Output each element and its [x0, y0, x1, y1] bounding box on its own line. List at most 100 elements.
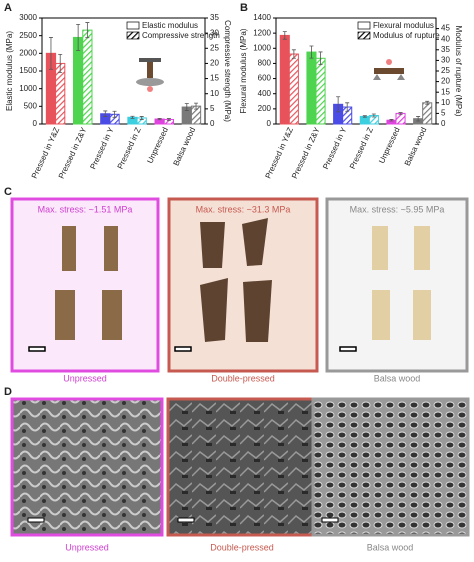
panel-label: A: [4, 2, 12, 14]
bar: [306, 51, 317, 125]
bar: [288, 53, 299, 125]
x-tick-label: Balsa wood: [172, 126, 198, 167]
photo-caption: Unpressed: [63, 373, 107, 383]
y-tick-label: 2500: [19, 31, 37, 40]
y2-tick-label: 15: [441, 87, 450, 96]
y-tick-label: 1000: [19, 84, 37, 93]
error-bar: [309, 45, 314, 59]
error-bar: [48, 37, 53, 70]
error-bar: [371, 113, 376, 118]
panel-label: B: [240, 2, 248, 14]
y-axis-title: Flexural modulus (MPa): [239, 28, 248, 113]
error-bar: [398, 112, 403, 115]
sem-images: [10, 397, 470, 537]
error-bar: [345, 102, 350, 112]
bending-icon: [373, 59, 405, 80]
y-axis-title: Elastic modulus (MPa): [5, 31, 14, 111]
stress-label: Max. stress: ~31.3 MPa: [196, 204, 291, 214]
error-bar: [336, 96, 341, 113]
x-tick-label: Pressed in Z&Y: [57, 125, 89, 180]
y2-tick-label: 30: [441, 56, 450, 65]
legend-label: Compressive strength: [142, 31, 220, 40]
x-tick-label: Pressed in Z&Y: [290, 125, 322, 180]
y2-axis-title: Compressive strength (MPa): [223, 20, 232, 122]
x-tick-label: Pressed in Y&Z: [30, 126, 62, 180]
error-bar: [58, 53, 63, 73]
photo-panels: [10, 197, 469, 373]
y-tick-label: 400: [258, 89, 272, 98]
photo-caption: Double-pressed: [211, 373, 275, 383]
y-tick-label: 200: [258, 104, 272, 113]
y2-tick-label: 35: [441, 45, 450, 54]
sem-caption: Unpressed: [65, 542, 109, 552]
legend-label: Modulus of rupture: [373, 31, 440, 40]
y-tick-label: 1500: [19, 66, 37, 75]
panel-label: D: [4, 386, 12, 398]
compression-icon: [136, 58, 164, 92]
plot-frame: [41, 17, 206, 125]
stress-label: Max. stress: ~1.51 MPa: [38, 204, 133, 214]
legend-swatch: [126, 21, 140, 30]
y2-tick-label: 40: [441, 34, 450, 43]
x-tick-label: Pressed in Z: [348, 126, 375, 171]
x-tick-label: Pressed in Y: [88, 125, 116, 170]
legend-swatch: [126, 31, 140, 40]
y2-tick-label: 10: [441, 98, 450, 107]
y2-tick-label: 10: [210, 89, 219, 98]
error-bar: [157, 117, 162, 121]
y2-tick-label: 20: [441, 77, 450, 86]
legend-label: Elastic modulus: [142, 21, 198, 30]
error-bar: [425, 100, 430, 105]
error-bar: [282, 31, 287, 40]
stress-label: Max. stress: ~5.95 MPa: [350, 204, 445, 214]
x-tick-label: Unpressed: [145, 126, 170, 165]
error-bar: [291, 49, 296, 59]
y2-tick-label: 0: [441, 119, 446, 128]
legend-swatch: [357, 21, 371, 30]
y2-tick-label: 25: [210, 43, 219, 52]
error-bar: [76, 23, 81, 51]
x-tick-label: Unpressed: [377, 126, 402, 165]
sem-caption: Balsa wood: [367, 542, 414, 552]
error-bar: [139, 116, 144, 120]
error-bar: [416, 116, 421, 122]
y2-tick-label: 25: [441, 66, 450, 75]
error-bar: [85, 22, 90, 39]
error-bar: [103, 110, 108, 117]
legend-label: Flexural modulus: [373, 21, 434, 30]
y2-tick-label: 45: [441, 24, 450, 33]
panel-label: C: [4, 186, 12, 198]
y-tick-label: 1000: [253, 43, 271, 52]
bar: [279, 34, 290, 125]
sem-caption: Double-pressed: [210, 542, 274, 552]
y-tick-label: 800: [258, 59, 272, 68]
x-tick-label: Balsa wood: [403, 126, 429, 167]
error-bar: [194, 102, 199, 110]
y2-axis-title: Modulus of rupture (MPa): [454, 26, 463, 117]
error-bar: [362, 115, 367, 118]
bar: [315, 57, 326, 125]
x-tick-label: Pressed in Y: [321, 125, 349, 170]
y2-tick-label: 20: [210, 59, 219, 68]
y-tick-label: 3000: [19, 13, 37, 22]
x-tick-label: Pressed in Z: [116, 126, 143, 171]
error-bar: [112, 110, 117, 118]
y-tick-label: 600: [258, 74, 272, 83]
y-tick-label: 1400: [253, 13, 271, 22]
y-tick-label: 0: [267, 119, 272, 128]
y2-tick-label: 5: [441, 109, 446, 118]
bar: [395, 112, 406, 125]
y-tick-label: 500: [24, 101, 38, 110]
y2-tick-label: 35: [210, 13, 219, 22]
y-tick-label: 1200: [253, 28, 271, 37]
y-tick-label: 0: [33, 119, 38, 128]
y2-tick-label: 15: [210, 74, 219, 83]
y2-tick-label: 5: [210, 104, 215, 113]
y2-tick-label: 0: [210, 119, 215, 128]
bar: [82, 29, 93, 125]
error-bar: [184, 103, 189, 111]
y2-tick-label: 30: [210, 28, 219, 37]
legend-swatch: [357, 31, 371, 40]
photo-caption: Balsa wood: [374, 373, 421, 383]
